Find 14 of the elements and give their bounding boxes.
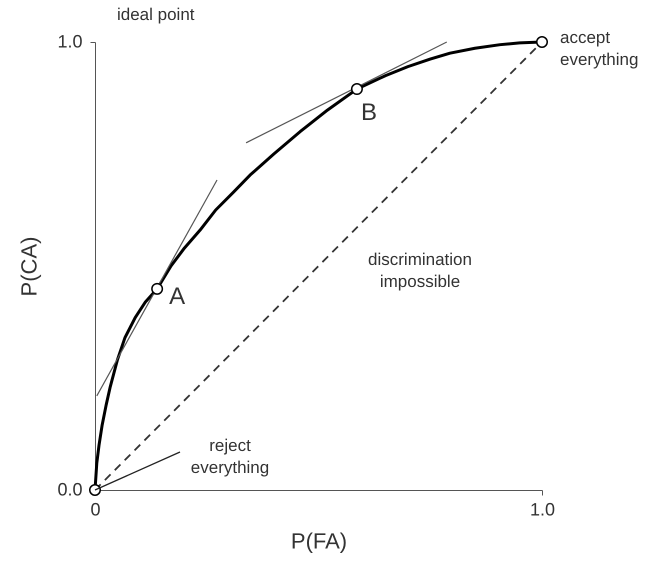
y-tick-label: 0.0 [57,480,82,500]
annotation: discrimination impossible [368,250,472,291]
annotation: A [169,282,186,310]
x-axis-title: P(FA) [290,528,348,554]
annotation: reject everything [190,436,270,477]
annotation: accept everything [560,28,638,69]
point [536,36,548,48]
y-axis-title: P(CA) [16,236,42,296]
point [89,484,101,496]
text: ideal point [117,5,195,24]
annotation: B [360,99,377,126]
point [350,83,363,96]
point [151,282,164,295]
x-tick-label: 0 [90,500,101,520]
